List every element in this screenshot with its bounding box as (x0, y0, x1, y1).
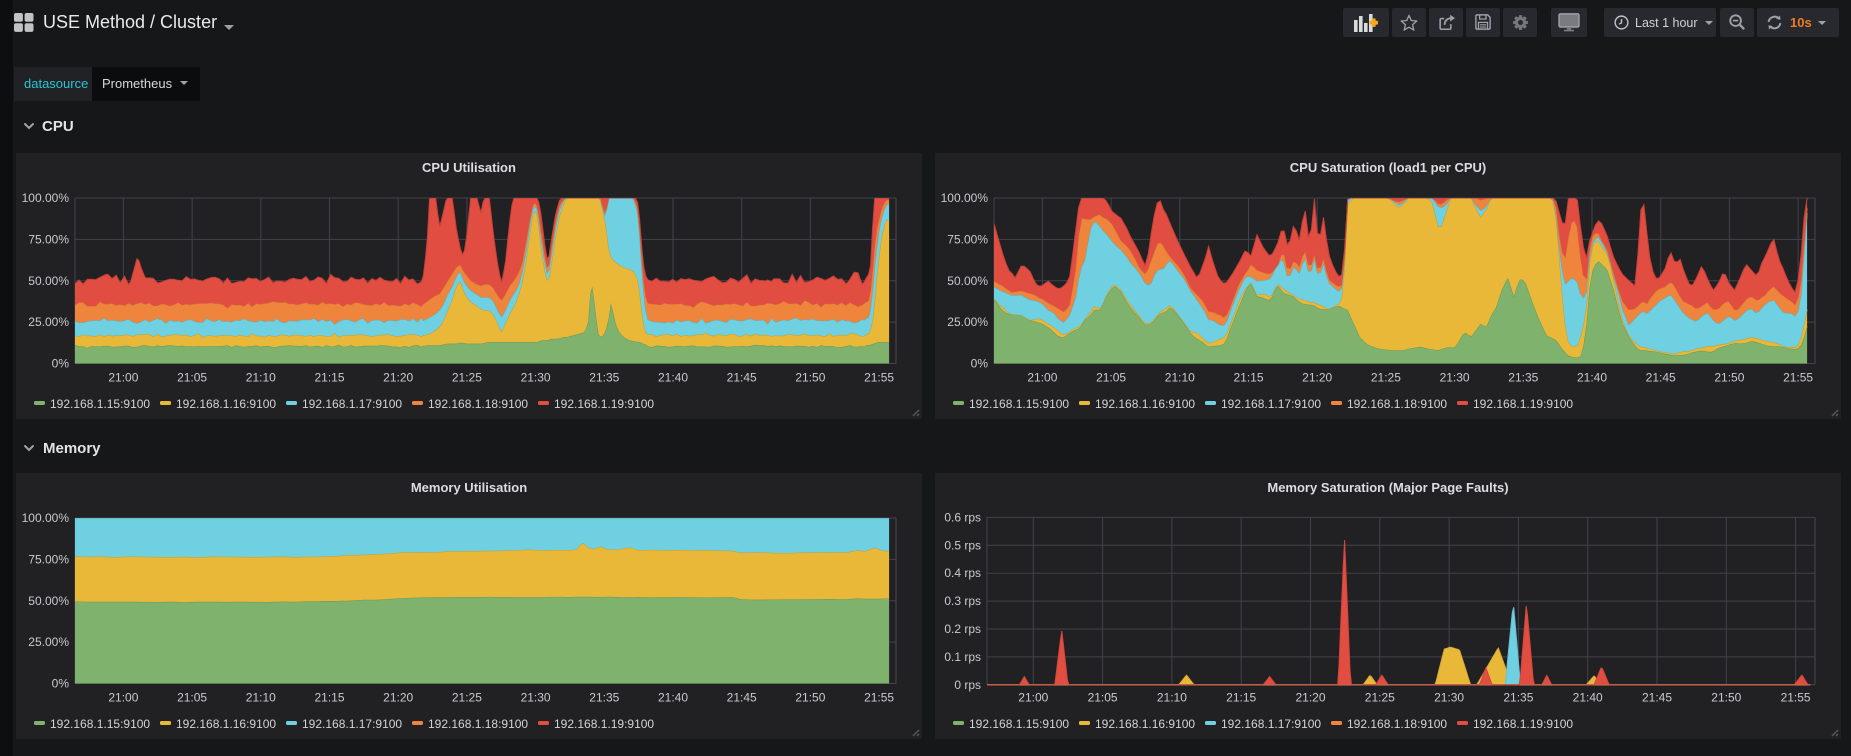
svg-text:0 rps: 0 rps (954, 678, 981, 692)
svg-text:0.4 rps: 0.4 rps (944, 566, 981, 580)
svg-text:21:45: 21:45 (727, 691, 757, 705)
svg-text:50.00%: 50.00% (28, 594, 69, 608)
svg-text:0.2 rps: 0.2 rps (944, 622, 981, 636)
svg-text:CPU Saturation (load1 per CPU): CPU Saturation (load1 per CPU) (1290, 160, 1486, 175)
svg-text:192.168.1.16:9100: 192.168.1.16:9100 (176, 397, 276, 411)
svg-text:21:00: 21:00 (1027, 371, 1057, 385)
svg-text:21:20: 21:20 (1295, 691, 1325, 705)
svg-text:21:35: 21:35 (589, 371, 619, 385)
svg-text:21:25: 21:25 (452, 691, 482, 705)
svg-text:192.168.1.17:9100: 192.168.1.17:9100 (1221, 397, 1321, 411)
svg-text:0.5 rps: 0.5 rps (944, 538, 981, 552)
svg-text:0%: 0% (52, 357, 70, 371)
svg-text:21:45: 21:45 (1642, 691, 1672, 705)
svg-text:21:55: 21:55 (864, 691, 894, 705)
svg-text:21:50: 21:50 (795, 371, 825, 385)
svg-text:21:50: 21:50 (795, 691, 825, 705)
svg-text:21:20: 21:20 (1302, 371, 1332, 385)
svg-text:192.168.1.15:9100: 192.168.1.15:9100 (50, 717, 150, 731)
svg-text:21:00: 21:00 (1018, 691, 1048, 705)
svg-text:21:10: 21:10 (246, 691, 276, 705)
svg-text:192.168.1.15:9100: 192.168.1.15:9100 (50, 397, 150, 411)
svg-text:192.168.1.18:9100: 192.168.1.18:9100 (428, 717, 528, 731)
svg-text:21:25: 21:25 (1371, 371, 1401, 385)
svg-text:0%: 0% (52, 677, 70, 691)
svg-text:21:05: 21:05 (1096, 371, 1126, 385)
svg-text:192.168.1.19:9100: 192.168.1.19:9100 (1473, 717, 1573, 731)
svg-text:21:55: 21:55 (1783, 371, 1813, 385)
svg-text:192.168.1.17:9100: 192.168.1.17:9100 (302, 717, 402, 731)
svg-text:21:30: 21:30 (1440, 371, 1470, 385)
svg-text:21:40: 21:40 (658, 691, 688, 705)
svg-text:100.00%: 100.00% (941, 191, 989, 205)
svg-text:21:05: 21:05 (177, 691, 207, 705)
svg-text:21:05: 21:05 (177, 371, 207, 385)
svg-text:21:55: 21:55 (1781, 691, 1811, 705)
svg-text:0.6 rps: 0.6 rps (944, 510, 981, 524)
svg-text:0.1 rps: 0.1 rps (944, 650, 981, 664)
svg-text:21:50: 21:50 (1714, 371, 1744, 385)
svg-text:192.168.1.19:9100: 192.168.1.19:9100 (554, 397, 654, 411)
svg-text:25.00%: 25.00% (28, 635, 69, 649)
svg-text:21:10: 21:10 (1165, 371, 1195, 385)
svg-text:192.168.1.15:9100: 192.168.1.15:9100 (969, 397, 1069, 411)
svg-text:21:40: 21:40 (1573, 691, 1603, 705)
svg-text:25.00%: 25.00% (947, 315, 988, 329)
svg-text:21:30: 21:30 (521, 371, 551, 385)
svg-text:75.00%: 75.00% (947, 232, 988, 246)
svg-text:21:25: 21:25 (1365, 691, 1395, 705)
svg-text:21:50: 21:50 (1711, 691, 1741, 705)
svg-text:21:25: 21:25 (452, 371, 482, 385)
svg-text:192.168.1.19:9100: 192.168.1.19:9100 (1473, 397, 1573, 411)
svg-text:192.168.1.16:9100: 192.168.1.16:9100 (176, 717, 276, 731)
svg-text:50.00%: 50.00% (28, 274, 69, 288)
svg-text:192.168.1.17:9100: 192.168.1.17:9100 (1221, 717, 1321, 731)
svg-text:192.168.1.18:9100: 192.168.1.18:9100 (1347, 717, 1447, 731)
svg-text:Memory Utilisation: Memory Utilisation (411, 480, 527, 495)
svg-text:50.00%: 50.00% (947, 274, 988, 288)
svg-text:192.168.1.16:9100: 192.168.1.16:9100 (1095, 397, 1195, 411)
svg-text:192.168.1.18:9100: 192.168.1.18:9100 (1347, 397, 1447, 411)
svg-text:21:45: 21:45 (1646, 371, 1676, 385)
svg-text:21:35: 21:35 (1503, 691, 1533, 705)
svg-text:21:00: 21:00 (108, 691, 138, 705)
svg-text:21:30: 21:30 (521, 691, 551, 705)
svg-text:21:10: 21:10 (1157, 691, 1187, 705)
svg-text:21:15: 21:15 (1226, 691, 1256, 705)
svg-text:75.00%: 75.00% (28, 232, 69, 246)
svg-text:21:35: 21:35 (589, 691, 619, 705)
svg-text:21:35: 21:35 (1508, 371, 1538, 385)
svg-text:0.3 rps: 0.3 rps (944, 594, 981, 608)
svg-text:21:30: 21:30 (1434, 691, 1464, 705)
svg-text:192.168.1.16:9100: 192.168.1.16:9100 (1095, 717, 1195, 731)
svg-text:21:10: 21:10 (246, 371, 276, 385)
svg-text:21:40: 21:40 (658, 371, 688, 385)
svg-text:21:05: 21:05 (1088, 691, 1118, 705)
svg-text:21:15: 21:15 (1233, 371, 1263, 385)
svg-text:21:00: 21:00 (108, 371, 138, 385)
svg-text:100.00%: 100.00% (22, 191, 70, 205)
svg-text:75.00%: 75.00% (28, 552, 69, 566)
svg-text:192.168.1.15:9100: 192.168.1.15:9100 (969, 717, 1069, 731)
svg-text:192.168.1.18:9100: 192.168.1.18:9100 (428, 397, 528, 411)
svg-text:100.00%: 100.00% (22, 511, 70, 525)
svg-text:21:20: 21:20 (383, 371, 413, 385)
svg-text:21:55: 21:55 (864, 371, 894, 385)
svg-text:21:40: 21:40 (1577, 371, 1607, 385)
svg-text:Memory Saturation (Major Page: Memory Saturation (Major Page Faults) (1267, 480, 1508, 495)
svg-text:CPU Utilisation: CPU Utilisation (422, 160, 516, 175)
svg-text:0%: 0% (971, 357, 989, 371)
svg-text:21:45: 21:45 (727, 371, 757, 385)
svg-text:21:15: 21:15 (314, 691, 344, 705)
svg-text:192.168.1.19:9100: 192.168.1.19:9100 (554, 717, 654, 731)
svg-text:21:15: 21:15 (314, 371, 344, 385)
svg-text:192.168.1.17:9100: 192.168.1.17:9100 (302, 397, 402, 411)
svg-text:21:20: 21:20 (383, 691, 413, 705)
svg-text:25.00%: 25.00% (28, 315, 69, 329)
